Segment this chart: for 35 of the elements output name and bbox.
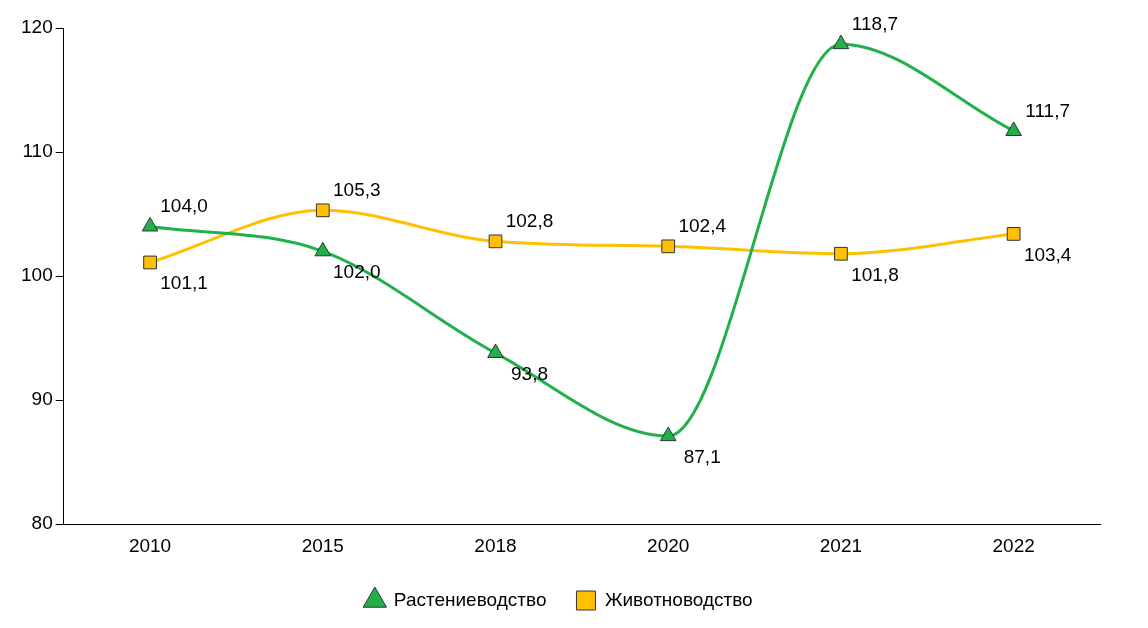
point <box>314 241 332 257</box>
data-label: 118,7 <box>851 12 898 34</box>
data-label: 101,8 <box>851 263 899 285</box>
point <box>659 426 677 442</box>
point <box>143 255 157 270</box>
data-label: 101,1 <box>160 272 208 294</box>
point <box>1006 227 1021 241</box>
legend-label: Растениеводство <box>393 588 547 610</box>
data-label: 87,1 <box>683 445 721 467</box>
x-tick-label: 2022 <box>992 534 1035 556</box>
point <box>141 216 159 232</box>
point <box>661 239 676 254</box>
y-tick-label: 120 <box>21 16 53 38</box>
point <box>834 246 848 261</box>
y-tick-label: 110 <box>22 140 53 162</box>
y-tick-label: 80 <box>31 512 53 534</box>
data-label: 104,0 <box>160 195 208 217</box>
point <box>832 34 850 50</box>
x-tick-label: 2020 <box>647 534 690 556</box>
data-label: 103,4 <box>1023 243 1072 265</box>
x-tick-label: 2021 <box>819 534 863 556</box>
x-tick-label: 2010 <box>128 534 172 556</box>
point <box>1005 121 1022 136</box>
data-label: 102,8 <box>505 210 554 232</box>
y-tick-label: 100 <box>21 264 53 286</box>
legend-label: Животноводство <box>604 588 753 610</box>
point <box>488 234 503 249</box>
data-label: 105,3 <box>333 179 381 201</box>
y-tick-label: 90 <box>31 388 53 410</box>
data-label: 102,4 <box>678 215 727 237</box>
point <box>315 203 330 218</box>
data-label: 111,7 <box>1025 99 1071 121</box>
x-tick-label: 2018 <box>474 534 517 556</box>
point <box>487 343 504 359</box>
x-tick-label: 2015 <box>301 534 344 556</box>
